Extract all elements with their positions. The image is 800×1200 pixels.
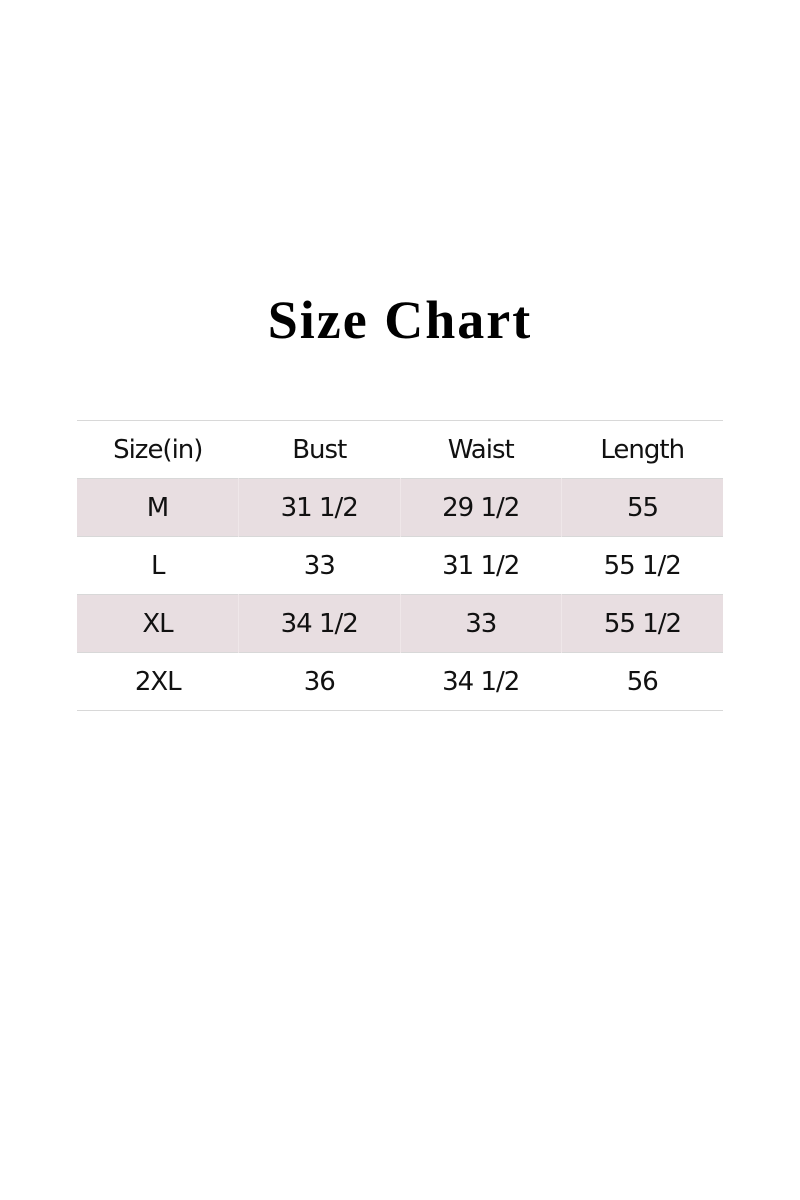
header-bust: Bust [292, 434, 347, 465]
cell-waist: 31 1/2 [442, 550, 520, 581]
table-row: XL 34 1/2 33 55 1/2 [77, 594, 723, 653]
cell-size: 2XL [134, 666, 182, 697]
cell-length: 55 1/2 [561, 594, 723, 653]
page-title: Size Chart [267, 290, 533, 350]
cell-size: L [151, 550, 165, 581]
table-row: L 33 31 1/2 55 1/2 [77, 536, 723, 595]
cell-bust: 31 1/2 [238, 478, 400, 537]
cell-size: XL [77, 594, 239, 653]
cell-bust: 33 [303, 550, 336, 581]
cell-length: 55 [561, 478, 723, 537]
header-row: Size(in) Bust Waist Length [77, 420, 723, 479]
cell-waist: 33 [399, 594, 562, 653]
cell-bust: 36 [303, 666, 336, 697]
cell-bust: 34 1/2 [238, 594, 400, 653]
cell-waist: 29 1/2 [399, 478, 562, 537]
table-row: 2XL 36 34 1/2 56 [77, 652, 723, 711]
cell-length: 56 [626, 666, 659, 697]
size-chart-table: Size(in) Bust Waist Length M 31 1/2 29 1… [77, 420, 723, 711]
cell-waist: 34 1/2 [442, 666, 520, 697]
table-row: M 31 1/2 29 1/2 55 [77, 478, 723, 537]
header-size: Size(in) [113, 434, 203, 465]
cell-length: 55 1/2 [603, 550, 682, 581]
header-waist: Waist [447, 434, 515, 465]
header-length: Length [600, 434, 685, 465]
cell-size: M [77, 478, 239, 537]
